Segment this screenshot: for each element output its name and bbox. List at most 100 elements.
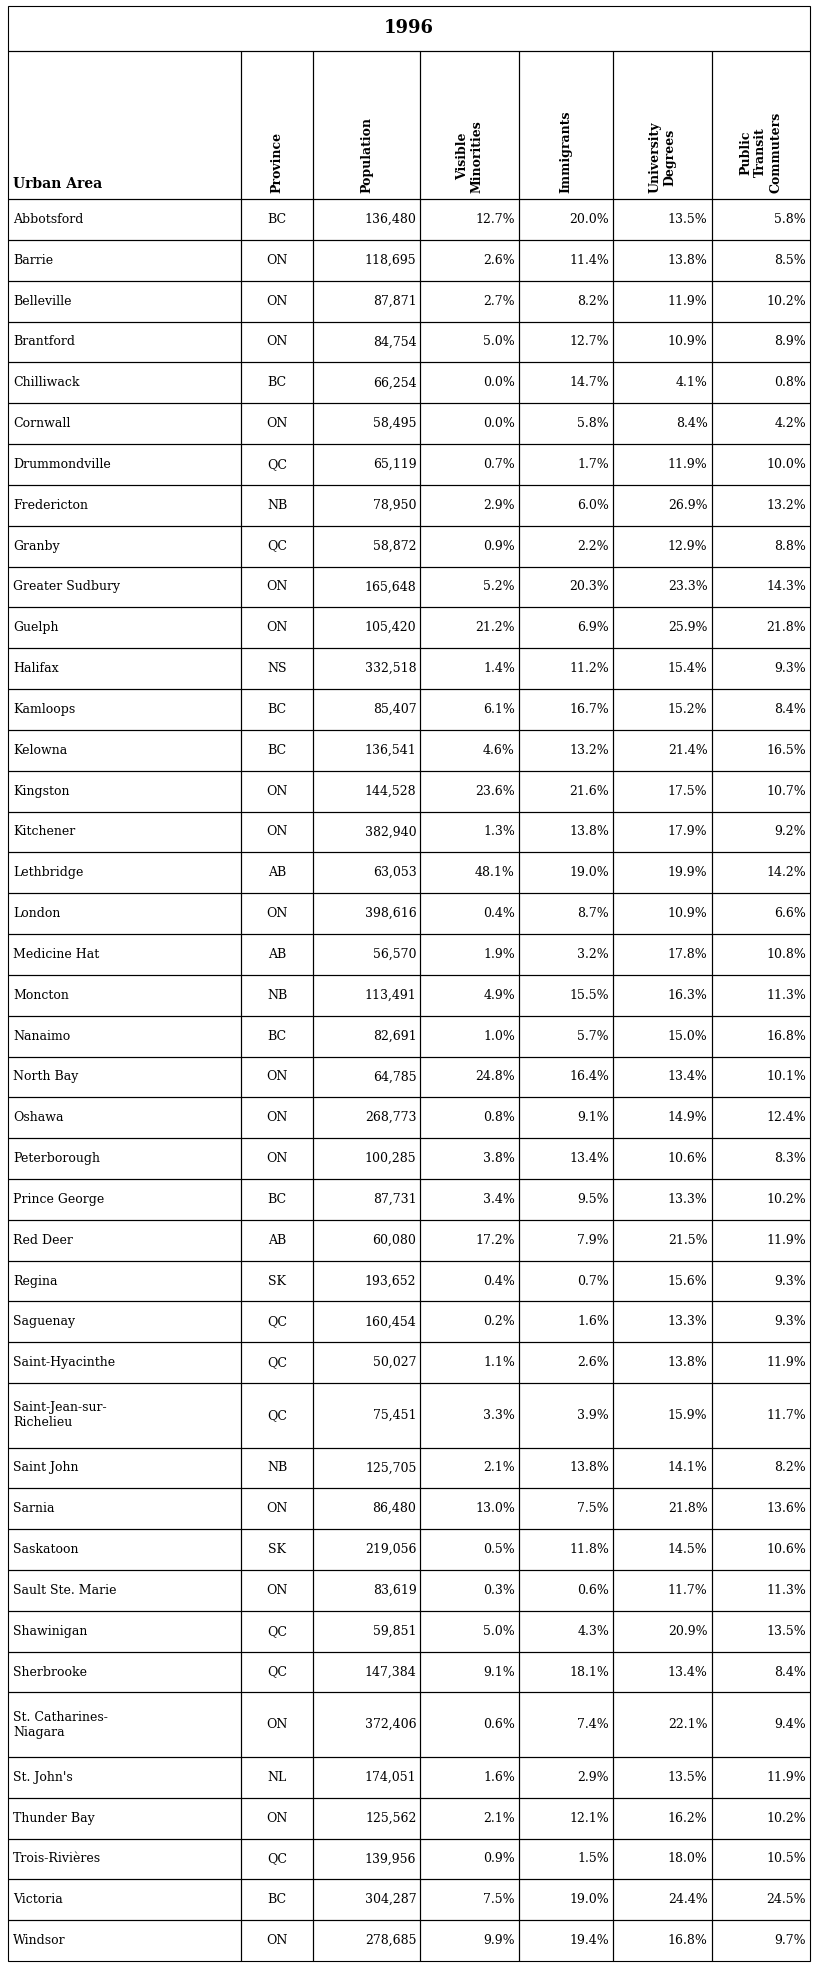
Text: 7.5%: 7.5%	[578, 1503, 609, 1515]
Text: 10.2%: 10.2%	[766, 1192, 806, 1206]
Text: 15.0%: 15.0%	[667, 1029, 708, 1043]
Bar	[712, 1528, 810, 1570]
Text: 87,871: 87,871	[373, 295, 416, 307]
Text: Fredericton: Fredericton	[13, 500, 88, 511]
Bar	[8, 362, 241, 403]
Text: 16.3%: 16.3%	[667, 989, 708, 1001]
Bar	[613, 1056, 712, 1098]
Text: SK: SK	[268, 1275, 286, 1288]
Text: 13.5%: 13.5%	[766, 1625, 806, 1639]
Text: 15.6%: 15.6%	[667, 1275, 708, 1288]
Bar	[519, 730, 613, 771]
Bar	[313, 1015, 420, 1056]
Bar	[420, 976, 519, 1015]
Bar	[712, 1839, 810, 1878]
Bar	[613, 525, 712, 566]
Text: 50,027: 50,027	[373, 1355, 416, 1369]
Bar	[313, 1839, 420, 1878]
Text: 268,773: 268,773	[365, 1111, 416, 1125]
Bar	[519, 688, 613, 730]
Bar	[241, 566, 313, 608]
Bar	[519, 1261, 613, 1302]
Bar	[613, 1570, 712, 1611]
Bar	[613, 1528, 712, 1570]
Bar	[8, 1528, 241, 1570]
Text: Thunder Bay: Thunder Bay	[13, 1812, 95, 1825]
Text: 2.6%: 2.6%	[483, 254, 515, 268]
Text: 63,053: 63,053	[373, 865, 416, 879]
Bar	[420, 199, 519, 240]
Bar	[313, 1920, 420, 1961]
Text: University
Degrees: University Degrees	[648, 122, 676, 193]
Bar	[8, 1878, 241, 1920]
Text: 15.4%: 15.4%	[667, 663, 708, 675]
Text: 2.9%: 2.9%	[578, 1770, 609, 1784]
Text: 75,451: 75,451	[373, 1408, 416, 1422]
Bar	[420, 1570, 519, 1611]
Text: 11.4%: 11.4%	[569, 254, 609, 268]
Text: 3.4%: 3.4%	[483, 1192, 515, 1206]
Text: 21.8%: 21.8%	[667, 1503, 708, 1515]
Text: ON: ON	[267, 1934, 288, 1947]
Bar	[313, 934, 420, 976]
Text: 11.3%: 11.3%	[766, 1583, 806, 1597]
Text: 10.9%: 10.9%	[667, 336, 708, 348]
Text: 8.3%: 8.3%	[774, 1153, 806, 1164]
Text: 113,491: 113,491	[365, 989, 416, 1001]
Text: NB: NB	[267, 989, 287, 1001]
Bar	[241, 1178, 313, 1220]
Bar	[420, 1878, 519, 1920]
Text: Guelph: Guelph	[13, 622, 59, 633]
Bar	[712, 566, 810, 608]
Bar	[8, 199, 241, 240]
Text: 8.4%: 8.4%	[774, 1666, 806, 1678]
Bar	[8, 566, 241, 608]
Bar	[712, 321, 810, 362]
Text: AB: AB	[268, 865, 286, 879]
Bar	[519, 199, 613, 240]
Text: 16.8%: 16.8%	[766, 1029, 806, 1043]
Bar	[613, 1383, 712, 1448]
Bar	[519, 1611, 613, 1652]
Text: 0.8%: 0.8%	[774, 376, 806, 389]
Text: BC: BC	[267, 1029, 286, 1043]
Bar	[8, 1178, 241, 1220]
Text: NS: NS	[267, 663, 287, 675]
Text: St. Catharines-
Niagara: St. Catharines- Niagara	[13, 1711, 108, 1739]
Text: 11.9%: 11.9%	[766, 1770, 806, 1784]
Text: 59,851: 59,851	[373, 1625, 416, 1639]
Bar	[8, 1652, 241, 1692]
Bar	[712, 403, 810, 445]
Bar	[712, 934, 810, 976]
Bar	[712, 1920, 810, 1961]
Bar	[313, 976, 420, 1015]
Text: 13.4%: 13.4%	[667, 1070, 708, 1084]
Text: 18.0%: 18.0%	[667, 1853, 708, 1865]
Text: 0.4%: 0.4%	[483, 907, 515, 921]
Text: 13.2%: 13.2%	[766, 500, 806, 511]
Text: 8.7%: 8.7%	[578, 907, 609, 921]
Text: 10.2%: 10.2%	[766, 1812, 806, 1825]
Bar	[241, 1220, 313, 1261]
Bar	[8, 1139, 241, 1178]
Bar	[420, 1692, 519, 1757]
Bar	[313, 240, 420, 281]
Text: 9.2%: 9.2%	[775, 826, 806, 838]
Text: AB: AB	[268, 1233, 286, 1247]
Bar	[613, 1261, 712, 1302]
Text: 24.4%: 24.4%	[667, 1894, 708, 1906]
Bar	[613, 51, 712, 199]
Bar	[613, 1798, 712, 1839]
Bar	[8, 1570, 241, 1611]
Text: 0.6%: 0.6%	[483, 1717, 515, 1731]
Text: 13.4%: 13.4%	[667, 1666, 708, 1678]
Text: 1996: 1996	[384, 20, 434, 37]
Text: 1.9%: 1.9%	[483, 948, 515, 962]
Text: 11.7%: 11.7%	[766, 1408, 806, 1422]
Bar	[241, 445, 313, 484]
Text: 19.0%: 19.0%	[569, 1894, 609, 1906]
Text: 56,570: 56,570	[373, 948, 416, 962]
Text: 332,518: 332,518	[365, 663, 416, 675]
Bar	[712, 51, 810, 199]
Bar	[712, 976, 810, 1015]
